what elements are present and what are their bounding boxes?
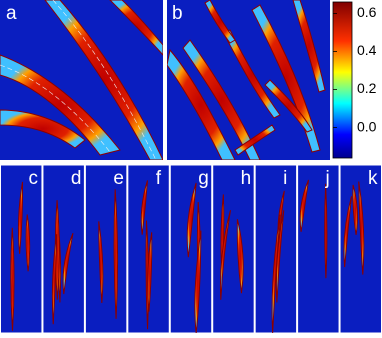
- panel-label: g: [198, 168, 209, 189]
- panel-bg: [84, 164, 128, 334]
- streak: [25, 214, 31, 272]
- panel-labels: a b c d e f g h i j k: [6, 3, 378, 189]
- streak: [343, 196, 353, 268]
- streak: [17, 181, 24, 254]
- streak: [277, 190, 285, 244]
- panel-label: k: [368, 168, 378, 189]
- colorbar-tick-label: 0.0: [357, 118, 377, 134]
- colorbar-tick-label: 0.4: [357, 42, 377, 58]
- panel-a: [0, 0, 163, 160]
- panel-label: e: [113, 168, 124, 189]
- panel-label: j: [325, 168, 330, 189]
- streak: [147, 232, 153, 312]
- streak: [352, 184, 358, 236]
- panel-label: h: [241, 168, 252, 189]
- streak: [236, 219, 244, 294]
- panel-bg: [42, 164, 85, 334]
- panel-bg: [297, 164, 340, 334]
- small-panels: [0, 164, 382, 334]
- streak: [358, 181, 365, 275]
- streak: [10, 227, 15, 331]
- streak: [140, 180, 149, 235]
- colorbar-tick-label: 0.6: [357, 4, 377, 20]
- streak: [299, 179, 310, 232]
- streak: [98, 221, 104, 304]
- colorbar-tick-label: 0.2: [357, 80, 377, 96]
- streak: [219, 210, 231, 300]
- panel-bg: [169, 164, 213, 334]
- colorbar: [332, 1, 353, 159]
- panel-label: i: [283, 168, 287, 189]
- panel-bg: [212, 164, 255, 334]
- streak: [62, 233, 74, 295]
- panel-label: d: [71, 168, 82, 189]
- streak: [186, 182, 197, 258]
- panel-label: f: [156, 168, 162, 189]
- streak: [51, 234, 58, 325]
- streak: [54, 200, 60, 300]
- streak: [324, 183, 328, 279]
- panel-label: b: [172, 3, 183, 24]
- panel-label: a: [6, 3, 17, 24]
- panel-label: c: [28, 168, 37, 189]
- panel-b: [167, 0, 330, 160]
- colorbar-ticks: 0.6 0.4 0.2 0.0: [333, 4, 377, 134]
- streak: [113, 189, 119, 319]
